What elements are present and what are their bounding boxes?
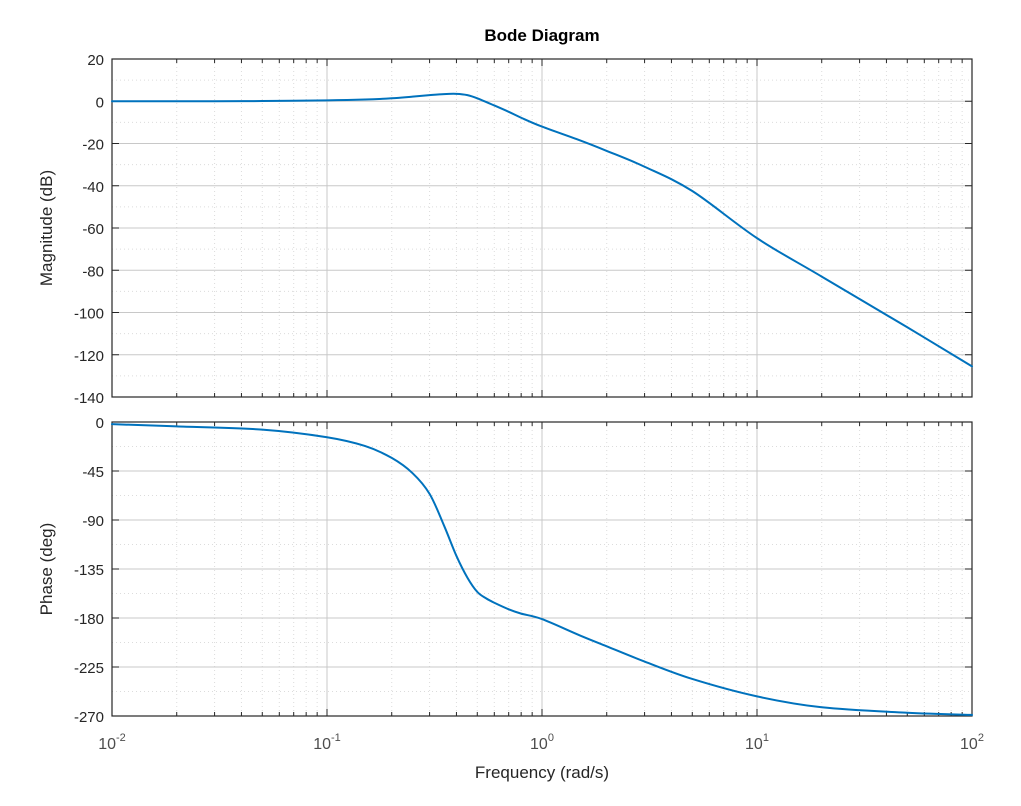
x-tick-base: 10 bbox=[98, 736, 116, 753]
magnitude-y-tick-label: -60 bbox=[82, 221, 104, 238]
phase-y-tick-label: -90 bbox=[82, 513, 104, 530]
x-tick-base: 10 bbox=[960, 736, 978, 753]
magnitude-y-tick-label: -40 bbox=[82, 179, 104, 196]
magnitude-y-tick-label: -80 bbox=[82, 263, 104, 280]
magnitude-y-tick-label: 0 bbox=[96, 94, 104, 111]
magnitude-y-tick-label: -100 bbox=[74, 306, 104, 323]
x-tick-exponent: -1 bbox=[331, 732, 341, 744]
phase-y-tick-label: -45 bbox=[82, 464, 104, 481]
phase-y-tick-label: -180 bbox=[74, 611, 104, 628]
x-tick-exponent: 1 bbox=[763, 732, 769, 744]
x-tick-base: 10 bbox=[530, 736, 548, 753]
magnitude-series-line bbox=[111, 92, 973, 368]
x-tick-exponent: 2 bbox=[978, 732, 984, 744]
phase-y-axis-label: Phase (deg) bbox=[37, 523, 56, 616]
phase-y-tick-label: -135 bbox=[74, 562, 104, 579]
phase-y-tick-label: 0 bbox=[96, 415, 104, 432]
magnitude-y-axis-label: Magnitude (dB) bbox=[37, 170, 56, 286]
x-tick-label: 100 bbox=[530, 732, 554, 753]
x-tick-label: 102 bbox=[960, 732, 984, 753]
magnitude-y-tick-label: -20 bbox=[82, 137, 104, 154]
x-tick-base: 10 bbox=[745, 736, 763, 753]
x-tick-label: 10-2 bbox=[98, 732, 126, 753]
x-axis-label: Frequency (rad/s) bbox=[475, 763, 609, 782]
magnitude-y-tick-label: -140 bbox=[74, 390, 104, 407]
magnitude-axes: 20 0 -20 -40 -60 -80 -100 -120 -140 Magnitude (dB… bbox=[37, 52, 973, 407]
x-tick-label: 10-1 bbox=[313, 732, 341, 753]
x-tick-exponent: 0 bbox=[548, 732, 554, 744]
x-tick-base: 10 bbox=[313, 736, 331, 753]
magnitude-y-tick-label: 20 bbox=[87, 52, 104, 69]
x-tick-exponent: -2 bbox=[116, 732, 126, 744]
phase-y-tick-label: -225 bbox=[74, 660, 104, 677]
phase-y-tick-label: -270 bbox=[74, 709, 104, 726]
x-tick-label: 101 bbox=[745, 732, 769, 753]
phase-series-line bbox=[111, 423, 973, 716]
magnitude-y-tick-label: -120 bbox=[74, 348, 104, 365]
figure-title: Bode Diagram bbox=[484, 26, 599, 45]
